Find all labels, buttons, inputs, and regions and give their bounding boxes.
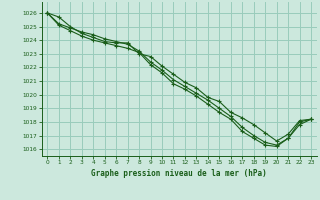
X-axis label: Graphe pression niveau de la mer (hPa): Graphe pression niveau de la mer (hPa) (91, 169, 267, 178)
